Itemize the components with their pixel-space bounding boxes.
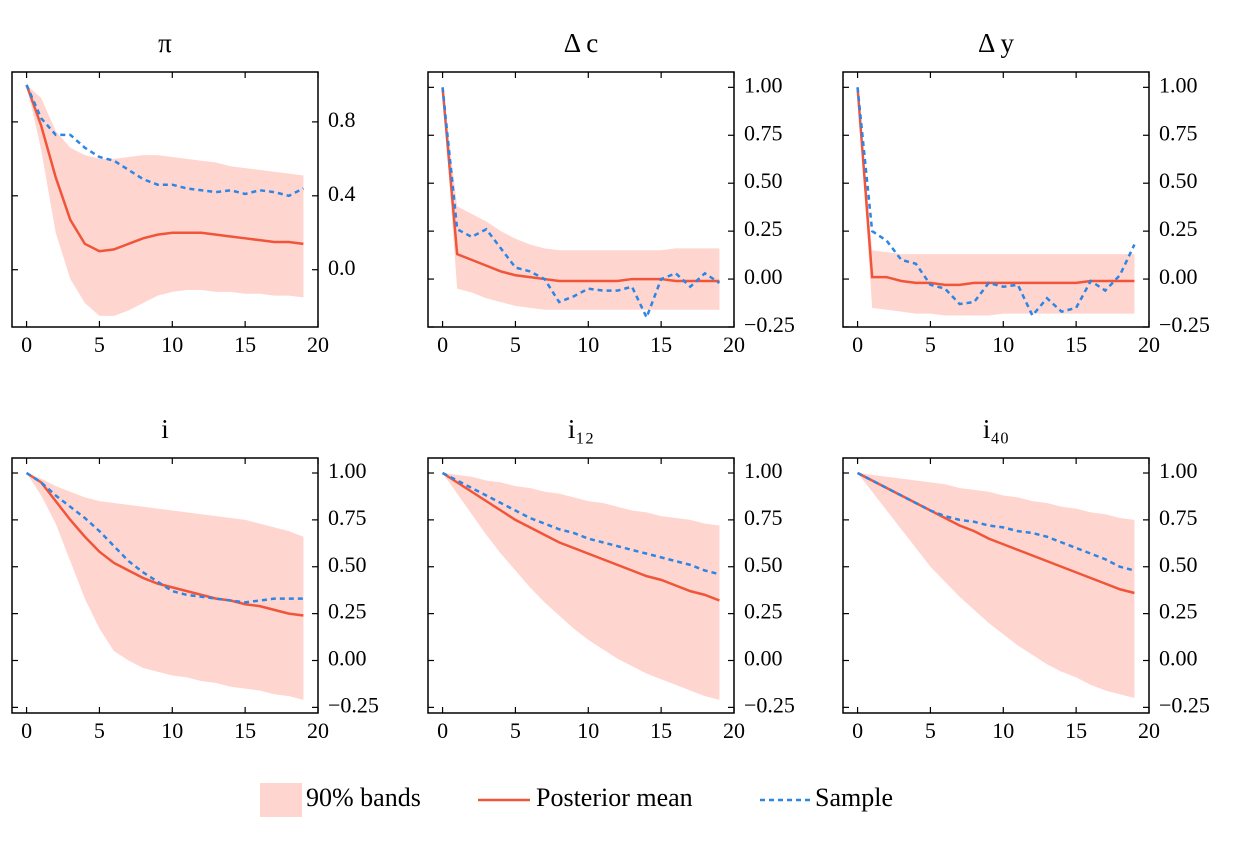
x-tick-label: 15 xyxy=(234,718,256,743)
y-tick-label: 0.75 xyxy=(1159,120,1198,145)
y-tick-label: 0.0 xyxy=(328,255,356,280)
axes-frame xyxy=(427,71,735,328)
x-tick-label: 5 xyxy=(510,718,521,743)
subplot-title: i₄₀ xyxy=(983,414,1009,444)
y-tick-label: 0.25 xyxy=(328,599,367,624)
subplot-title: Δ y xyxy=(978,28,1015,58)
y-tick-label: −0.25 xyxy=(1159,692,1210,717)
x-tick-label: 0 xyxy=(852,718,863,743)
series-line xyxy=(441,87,720,283)
x-tick-label: 5 xyxy=(925,332,936,357)
y-tick-label: 1.00 xyxy=(328,458,367,483)
y-tick-label: 1.00 xyxy=(744,458,783,483)
subplot-title: Δ c xyxy=(564,28,599,58)
axes-frame xyxy=(427,457,735,714)
subplot-title: i xyxy=(161,414,169,444)
y-tick-label: −0.25 xyxy=(328,692,379,717)
series-line xyxy=(856,87,1135,287)
y-tick-label: −0.25 xyxy=(1159,312,1210,337)
x-tick-label: 5 xyxy=(925,718,936,743)
y-tick-label: 0.50 xyxy=(744,168,783,193)
series-line xyxy=(25,84,304,253)
series-line xyxy=(441,471,720,602)
x-tick-label: 10 xyxy=(577,332,599,357)
x-tick-label: 20 xyxy=(307,718,329,743)
y-tick-label: 1.00 xyxy=(1159,72,1198,97)
series-line xyxy=(856,87,1136,318)
x-tick-label: 5 xyxy=(510,332,521,357)
x-tick-label: 10 xyxy=(577,718,599,743)
series-line xyxy=(856,471,1135,595)
legend-label: 90% bands xyxy=(306,783,421,812)
subplot-title: π xyxy=(158,28,172,58)
series-line xyxy=(856,471,1135,572)
x-tick-label: 15 xyxy=(234,332,256,357)
x-tick-label: 10 xyxy=(992,718,1014,743)
x-tick-label: 15 xyxy=(650,332,672,357)
y-tick-label: 0.25 xyxy=(744,599,783,624)
series-line xyxy=(25,84,304,198)
x-tick-label: 10 xyxy=(161,718,183,743)
x-tick-label: 0 xyxy=(437,332,448,357)
band xyxy=(857,473,1135,698)
y-tick-label: −0.25 xyxy=(744,312,795,337)
x-tick-label: 0 xyxy=(852,332,863,357)
y-tick-label: 0.25 xyxy=(1159,216,1198,241)
axes-frame xyxy=(11,457,319,714)
x-tick-label: 20 xyxy=(723,332,745,357)
x-tick-label: 15 xyxy=(1065,332,1087,357)
y-tick-label: 0.00 xyxy=(744,264,783,289)
x-tick-label: 10 xyxy=(992,332,1014,357)
y-tick-label: 0.75 xyxy=(328,505,367,530)
y-tick-label: −0.25 xyxy=(744,692,795,717)
x-tick-label: 0 xyxy=(437,718,448,743)
y-tick-label: 0.00 xyxy=(1159,264,1198,289)
x-tick-label: 20 xyxy=(1138,332,1160,357)
legend-swatch xyxy=(260,783,302,817)
axes-frame xyxy=(842,457,1150,714)
y-tick-label: 0.4 xyxy=(328,181,356,206)
x-tick-label: 20 xyxy=(723,718,745,743)
band xyxy=(442,473,720,700)
series-line xyxy=(25,471,304,617)
x-tick-label: 20 xyxy=(1138,718,1160,743)
y-tick-label: 0.50 xyxy=(744,552,783,577)
x-tick-label: 15 xyxy=(1065,718,1087,743)
axes-frame xyxy=(842,71,1150,328)
y-tick-label: 1.00 xyxy=(1159,458,1198,483)
y-tick-label: 0.50 xyxy=(1159,168,1198,193)
legend-label: Posterior mean xyxy=(536,783,693,812)
axes-frame xyxy=(11,71,319,328)
series-line xyxy=(441,87,721,321)
y-tick-label: 0.25 xyxy=(1159,599,1198,624)
y-tick-label: 0.50 xyxy=(1159,552,1198,577)
series-line xyxy=(25,471,304,604)
legend-label: Sample xyxy=(815,783,893,812)
y-tick-label: 0.00 xyxy=(744,646,783,671)
x-tick-label: 5 xyxy=(94,332,105,357)
y-tick-label: 0.00 xyxy=(1159,646,1198,671)
y-tick-label: 1.00 xyxy=(744,72,783,97)
band xyxy=(26,84,304,316)
band xyxy=(857,87,1135,316)
x-tick-label: 5 xyxy=(94,718,105,743)
x-tick-label: 20 xyxy=(307,332,329,357)
x-tick-label: 15 xyxy=(650,718,672,743)
x-tick-label: 0 xyxy=(21,718,32,743)
y-tick-label: 0.00 xyxy=(328,646,367,671)
y-tick-label: 0.50 xyxy=(328,552,367,577)
x-tick-label: 10 xyxy=(161,332,183,357)
y-tick-label: 0.75 xyxy=(744,120,783,145)
y-tick-label: 0.25 xyxy=(744,216,783,241)
subplot-title: i₁₂ xyxy=(568,414,594,444)
band xyxy=(442,87,720,310)
y-tick-label: 0.8 xyxy=(328,107,356,132)
y-tick-label: 0.75 xyxy=(1159,505,1198,530)
y-tick-label: 0.75 xyxy=(744,505,783,530)
x-tick-label: 0 xyxy=(21,332,32,357)
